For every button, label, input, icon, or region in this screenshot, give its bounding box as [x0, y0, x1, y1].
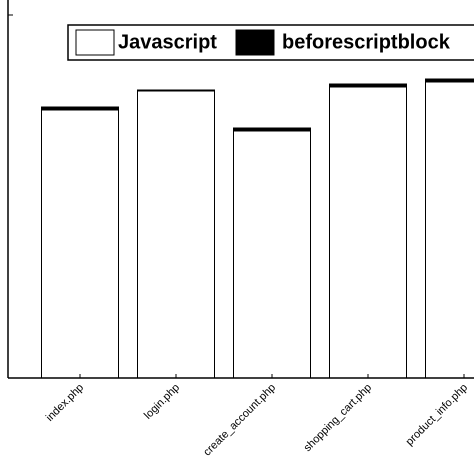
bar-segment — [137, 90, 215, 379]
bar-segment — [233, 127, 311, 132]
legend-swatch — [75, 29, 115, 56]
bar-segment — [41, 109, 119, 379]
legend-label: Javascript — [118, 31, 217, 53]
legend: Javascript beforescriptblock — [67, 24, 474, 61]
legend-label: beforescriptblock — [282, 31, 451, 53]
bar-segment — [425, 81, 474, 379]
bar-segment — [233, 130, 311, 379]
bar-segment — [425, 78, 474, 83]
legend-swatch — [235, 29, 275, 56]
bar-segment — [41, 106, 119, 111]
bar-segment — [329, 83, 407, 88]
bar-segment — [137, 89, 215, 92]
bar-segment — [329, 86, 407, 379]
